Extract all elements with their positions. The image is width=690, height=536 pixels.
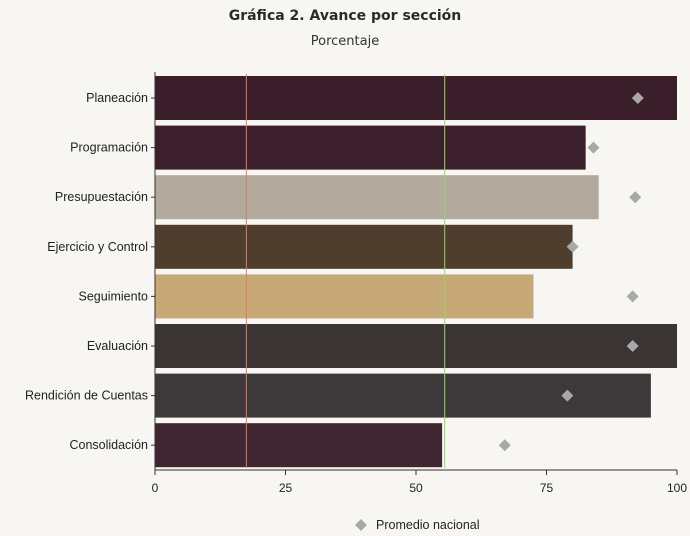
bar-5	[155, 274, 534, 319]
bar-6	[155, 324, 677, 368]
x-tick-label: 100	[667, 481, 687, 495]
promedio-marker-6	[626, 340, 639, 352]
promedio-marker-2	[587, 141, 600, 154]
bar-1	[155, 76, 677, 120]
x-tick-label: 25	[279, 481, 293, 495]
x-tick-label: 50	[409, 481, 423, 495]
bar-2	[155, 125, 586, 170]
bar-4	[155, 224, 573, 269]
x-tick-label: 0	[152, 481, 159, 495]
category-label: Seguimiento	[79, 289, 149, 303]
promedio-marker-4	[566, 240, 579, 253]
promedio-marker-8	[498, 439, 511, 452]
bar-8	[155, 423, 443, 468]
category-label: Planeación	[86, 91, 148, 105]
category-label: Programación	[70, 141, 148, 155]
chart-title: Gráfica 2. Avance por sección	[228, 8, 462, 24]
category-label: Ejercicio y Control	[47, 240, 148, 254]
category-label: Evaluación	[87, 339, 148, 353]
chart-subtitle: Porcentaje	[310, 34, 380, 49]
legend-label: Promedio nacional	[376, 518, 480, 532]
promedio-marker-3	[629, 191, 642, 204]
bar-3	[155, 175, 599, 220]
promedio-marker-7	[561, 389, 574, 402]
promedio-marker-1	[631, 92, 644, 104]
legend-marker-icon	[355, 519, 367, 531]
promedio-marker-5	[626, 290, 639, 303]
bar-7	[155, 373, 651, 418]
x-tick-label: 75	[540, 481, 554, 495]
category-label: Consolidación	[69, 438, 148, 452]
category-label: Rendición de Cuentas	[25, 389, 148, 403]
category-label: Presupuestación	[55, 190, 148, 204]
